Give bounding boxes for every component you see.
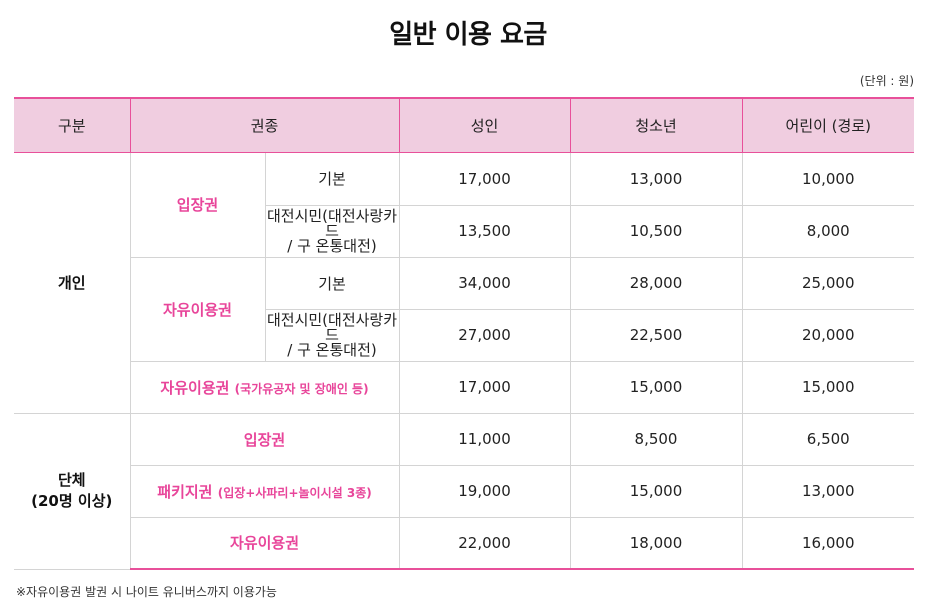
sub-type: 기본	[264, 256, 400, 310]
header-adult: 성인	[398, 97, 571, 153]
price-child: 20,000	[741, 308, 915, 362]
footnote: ※자유이용권 발권 시 나이트 유니버스까지 이용가능	[16, 585, 277, 599]
table-row: 자유이용권 기본 34,000 28,000 25,000	[14, 256, 915, 362]
table-header-row: 구분 권종 성인 청소년 어린이 (경로)	[14, 97, 915, 153]
price-youth: 8,500	[569, 412, 743, 466]
ticket-name: 자유이용권	[160, 378, 230, 397]
price-child: 10,000	[741, 151, 915, 206]
price-child: 6,500	[741, 412, 915, 466]
ticket-admission: 입장권	[129, 151, 266, 258]
page-title: 일반 이용 요금	[389, 20, 547, 50]
table-row: 단체 (20명 이상) 입장권 11,000 8,500 6,500	[14, 412, 915, 570]
sub-type-citizen: 대전시민(대전사랑카드 / 구 온통대전)	[265, 204, 400, 258]
ticket-admission: 입장권	[129, 412, 400, 466]
price-adult: 13,500	[398, 204, 571, 258]
price-adult: 19,000	[398, 464, 571, 518]
header-child: 어린이 (경로)	[741, 97, 915, 153]
ticket-name: 패키지권	[157, 482, 213, 501]
price-child: 13,000	[741, 464, 915, 518]
price-youth: 15,000	[569, 464, 743, 518]
ticket-note: (입장+사파리+놀이시설 3종)	[217, 485, 372, 500]
price-adult: 11,000	[398, 412, 571, 466]
price-child: 15,000	[741, 360, 915, 414]
price-youth: 15,000	[569, 360, 743, 414]
header-category: 구분	[14, 97, 131, 153]
ticket-free-pass-discount: 자유이용권 (국가유공자 및 장애인 등)	[130, 360, 400, 414]
price-adult: 34,000	[398, 256, 571, 310]
ticket-free-pass: 자유이용권	[130, 256, 266, 362]
fee-table: 구분 권종 성인 청소년 어린이 (경로) 개인 입장권 기본 17,000 1…	[14, 97, 915, 570]
header-youth: 청소년	[569, 97, 743, 153]
price-adult: 22,000	[398, 516, 571, 570]
price-adult: 17,000	[398, 360, 571, 414]
sub-type-citizen: 대전시민(대전사랑카드 / 구 온통대전)	[265, 308, 400, 362]
ticket-note: (국가유공자 및 장애인 등)	[234, 381, 369, 396]
price-child: 25,000	[741, 256, 915, 310]
table-row: 자유이용권 22,000 18,000 16,000	[14, 516, 915, 570]
price-youth: 28,000	[569, 256, 743, 310]
table-row: 자유이용권 (국가유공자 및 장애인 등) 17,000 15,000 15,0…	[14, 360, 915, 414]
ticket-free-pass: 자유이용권	[130, 516, 400, 570]
sub-type: 기본	[264, 151, 400, 206]
table-row: 대전시민(대전사랑카드 / 구 온통대전) 13,500 10,500 8,00…	[14, 204, 915, 258]
ticket-package: 패키지권 (입장+사파리+놀이시설 3종)	[130, 464, 400, 518]
price-youth: 22,500	[569, 308, 743, 362]
table-row: 대전시민(대전사랑카드 / 구 온통대전) 27,000 22,500 20,0…	[14, 308, 915, 362]
price-youth: 18,000	[569, 516, 743, 570]
price-child: 8,000	[741, 204, 915, 258]
unit-label: (단위 : 원)	[859, 74, 914, 88]
table-row: 개인 입장권 기본 17,000 13,000 10,000	[14, 151, 915, 414]
price-youth: 13,000	[569, 151, 743, 206]
group-individual: 개인	[14, 151, 131, 414]
table-row: 패키지권 (입장+사파리+놀이시설 3종) 19,000 15,000 13,0…	[14, 464, 915, 518]
header-ticket-type: 권종	[129, 97, 400, 153]
price-youth: 10,500	[569, 204, 743, 258]
group-group: 단체 (20명 이상)	[14, 412, 131, 570]
price-child: 16,000	[741, 516, 915, 570]
price-adult: 17,000	[398, 151, 571, 206]
price-adult: 27,000	[398, 308, 571, 362]
